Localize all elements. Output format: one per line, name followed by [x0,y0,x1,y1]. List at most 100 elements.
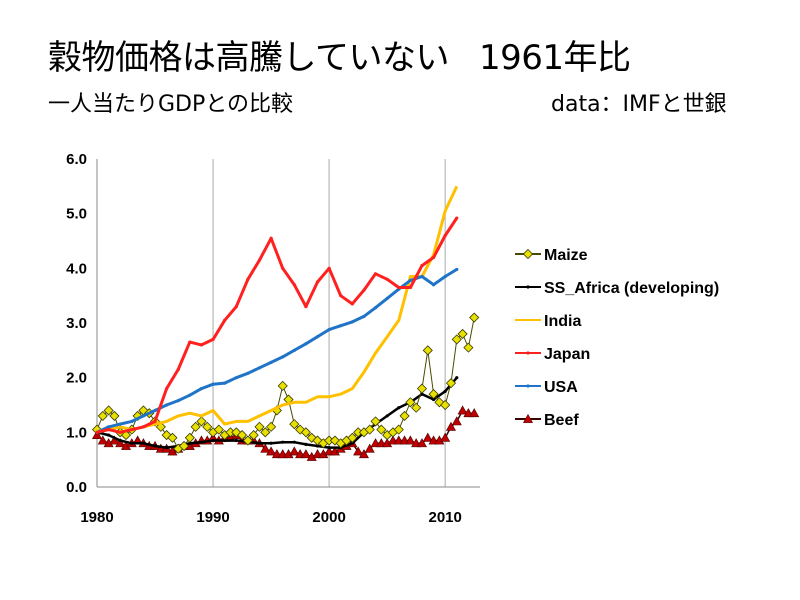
series-line-japan [96,217,459,434]
legend-label-india: India [544,313,581,330]
data-point-beef [300,449,311,459]
data-point-ss_africa [350,441,354,445]
data-point-usa [373,306,378,310]
data-point-usa [257,366,262,370]
series-line-ss_africa [96,376,458,449]
data-point-maize [254,421,265,432]
data-point-maize [213,424,224,435]
y-tick-label: 2.0 [66,370,87,387]
series-line-beef [96,409,475,458]
data-point-beef [445,421,456,431]
data-point-japan [397,285,401,290]
data-point-usa [443,274,447,279]
chart-axes [96,159,480,488]
data-point-japan [385,277,389,281]
legend-marker-japan [526,351,530,355]
data-point-ss_africa [327,446,331,450]
legend-label-maize: Maize [544,247,588,264]
series-line-usa [96,268,458,434]
data-point-japan [315,280,320,284]
data-point-maize [457,328,468,339]
series-line-maize [96,317,475,450]
data-point-usa [281,355,285,359]
data-point-maize [440,399,451,411]
data-point-usa [165,403,169,407]
data-point-maize [376,424,387,435]
series-japan [95,216,459,434]
data-point-maize [178,440,190,452]
data-point-beef [97,435,108,445]
data-point-usa [455,267,459,272]
chart-series [91,185,480,461]
data-point-beef [405,435,416,445]
data-point-maize [184,432,195,443]
data-point-ss_africa [431,397,436,402]
data-point-japan [455,216,459,220]
data-point-japan [269,236,273,240]
data-point-ss_africa [234,438,238,443]
data-point-beef [266,446,277,456]
data-point-maize [190,421,201,432]
legend-label-beef: Beef [544,412,579,429]
data-point-japan [223,318,227,322]
data-point-ss_africa [107,433,111,437]
data-point-ss_africa [397,406,401,410]
y-tick-label: 1.0 [66,424,87,441]
data-point-maize [242,435,253,446]
data-point-ss_africa [165,446,169,450]
data-point-maize [248,430,259,441]
data-point-japan [118,430,122,434]
data-point-beef [451,416,462,426]
data-point-beef [416,438,427,448]
data-point-usa [269,360,273,364]
series-india [96,185,459,434]
data-point-maize [399,410,410,421]
data-point-maize [277,380,288,391]
data-point-usa [234,376,238,380]
data-point-japan [95,430,99,434]
data-point-maize [405,397,416,408]
data-point-usa [118,422,122,426]
data-point-maize [422,345,433,356]
data-point-maize [416,383,428,394]
data-point-japan [107,428,111,432]
data-point-maize [411,402,422,413]
data-point-usa [107,425,111,429]
data-point-japan [339,294,343,298]
y-tick-label: 4.0 [66,260,87,277]
data-point-usa [153,408,157,413]
data-point-maize [97,410,108,421]
series-usa [95,267,459,434]
data-point-japan [153,419,157,423]
data-point-usa [176,399,180,403]
data-point-maize [463,342,474,353]
data-point-japan [373,272,378,276]
legend-marker-maize [522,248,534,260]
data-point-japan [327,266,331,270]
data-point-ss_africa [257,441,262,445]
data-point-ss_africa [141,441,146,445]
data-point-ss_africa [269,441,273,445]
data-point-japan [246,277,250,281]
data-point-beef [115,438,126,448]
x-tick-label: 2000 [312,509,345,526]
data-point-ss_africa [281,440,285,444]
data-point-japan [176,367,180,372]
data-point-beef [457,405,468,415]
data-point-usa [141,414,146,418]
data-point-japan [257,258,262,262]
legend-marker-ss_africa [526,285,530,289]
data-point-maize [347,432,358,443]
data-point-ss_africa [188,441,192,445]
data-point-beef [422,432,433,442]
legend-marker-usa [526,384,530,388]
data-point-japan [420,264,424,268]
data-point-maize [266,421,277,432]
legend-label-ss_africa: SS_Africa (developing) [544,280,719,297]
series-maize [91,312,480,454]
title-suffix: 1961年比 [478,38,631,78]
data-point-ss_africa [118,438,122,443]
x-tick-label: 2010 [428,509,461,526]
slide-title: 穀物価格は高騰していない 1961年比 [48,30,631,79]
y-tick-label: 5.0 [66,206,87,223]
